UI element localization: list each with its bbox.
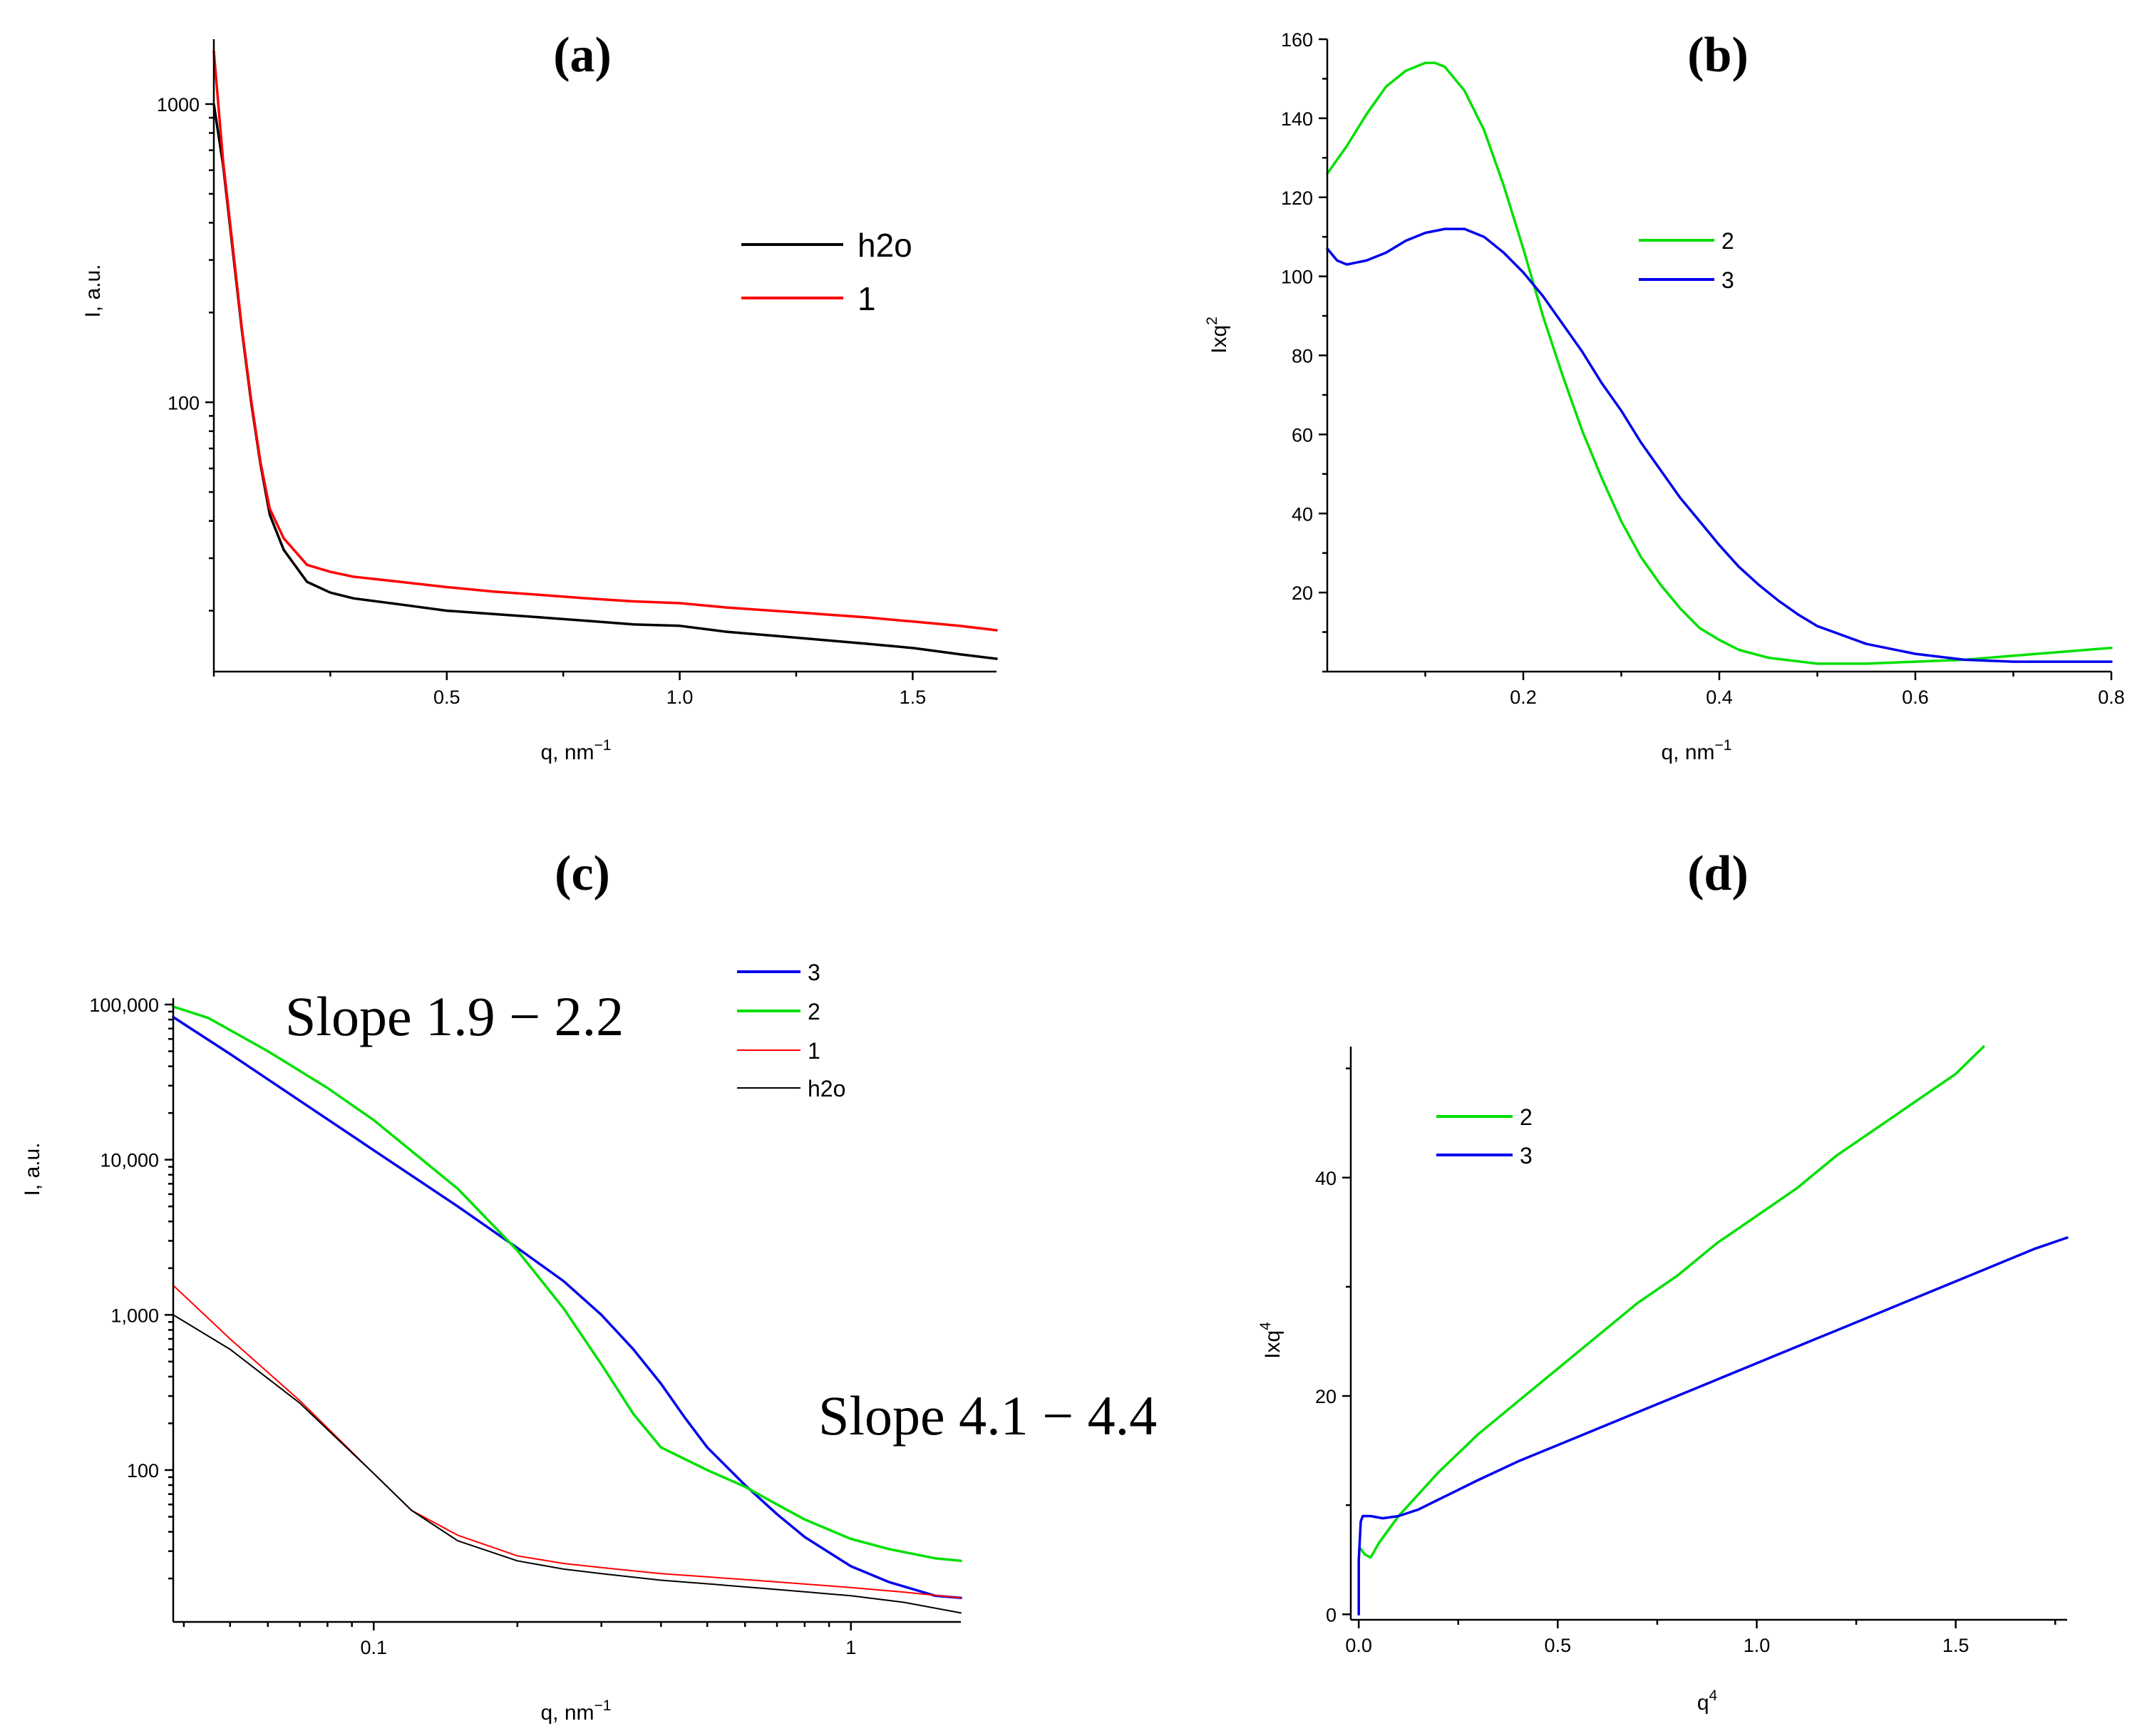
panel-a-x-tick-label: 0.5 bbox=[433, 687, 460, 708]
panel-d-series-line-3 bbox=[1357, 1236, 2069, 1616]
panel-c-series bbox=[172, 1005, 962, 1614]
panel-b-y-tick-label: 20 bbox=[1292, 582, 1313, 604]
panel-c-series-line-3 bbox=[172, 1015, 962, 1600]
panel-b-x-tick-label: 0.4 bbox=[1706, 687, 1733, 708]
panel-d-x-tick-label: 0.5 bbox=[1545, 1635, 1572, 1656]
panel-c-series-line-2 bbox=[172, 1005, 962, 1563]
panel-d-legend-label-3: 3 bbox=[1520, 1143, 1533, 1169]
panel-b-x-tick-label: 0.8 bbox=[2098, 687, 2125, 708]
panel-a-y-axis-label: I, a.u. bbox=[81, 264, 105, 317]
panel-c-axes: 0.1 1 100 1,000 10,000 100,000 bbox=[89, 995, 961, 1658]
panel-b-legend: 2 3 bbox=[1639, 228, 1734, 293]
panel-b-y-tick-label: 120 bbox=[1281, 188, 1313, 209]
panel-b-y-tick-label: 140 bbox=[1281, 108, 1313, 130]
panel-c-legend-label-h2o: h2o bbox=[808, 1076, 845, 1101]
panel-b-title: (b) bbox=[1687, 28, 1749, 83]
panel-a-axes: 0.5 1.0 1.5 100 1000 bbox=[157, 39, 997, 708]
panel-d-y-axis-label: Ixq4 bbox=[1257, 1322, 1284, 1359]
panel-b-series-line-2 bbox=[1326, 61, 2113, 665]
panel-a-legend: h2o 1 bbox=[741, 227, 912, 317]
panel-b-x-tick-label: 0.2 bbox=[1510, 687, 1537, 708]
panel-c-title: (c) bbox=[555, 846, 610, 901]
panel-d-x-tick-label: 1.0 bbox=[1744, 1635, 1771, 1656]
panel-c-series-line-1 bbox=[173, 1284, 962, 1599]
panel-a-series-line-1 bbox=[212, 50, 998, 632]
panel-a-y-tick-label: 1000 bbox=[157, 94, 200, 115]
panel-a-series bbox=[212, 50, 998, 660]
panel-a-legend-label-1: 1 bbox=[858, 280, 876, 317]
panel-b-y-tick-label: 100 bbox=[1281, 267, 1313, 288]
panel-a-y-tick-label: 100 bbox=[168, 392, 200, 414]
panel-c-legend-label-1: 1 bbox=[808, 1038, 820, 1064]
panel-c-legend: 3 2 1 h2o bbox=[737, 960, 845, 1101]
panel-c-annotation-slope-low-q: Slope 1.9 − 2.2 bbox=[285, 985, 624, 1047]
panel-c-y-axis-label: I, a.u. bbox=[21, 1142, 44, 1196]
panel-d-y-tick-label: 20 bbox=[1315, 1386, 1337, 1407]
panel-b-y-axis-label: Ixq2 bbox=[1204, 317, 1231, 354]
panel-b-y-tick-label: 40 bbox=[1292, 503, 1313, 525]
panel-c-y-tick-label: 10,000 bbox=[100, 1150, 159, 1171]
panel-a-title: (a) bbox=[553, 28, 612, 83]
panel-a: (a) 0.5 1.0 1.5 100 1000 I, a.u. q, nm−1 h2o… bbox=[81, 28, 998, 764]
panel-c-y-tick-label: 100,000 bbox=[89, 995, 159, 1016]
panel-b-x-axis-label: q, nm−1 bbox=[1662, 737, 1732, 764]
panel-d-y-tick-label: 40 bbox=[1315, 1168, 1337, 1189]
panel-d-legend-label-2: 2 bbox=[1520, 1104, 1533, 1130]
panel-d-x-tick-label: 1.5 bbox=[1942, 1635, 1970, 1656]
panel-b-x-tick-label: 0.6 bbox=[1902, 687, 1929, 708]
panel-c-y-tick-label: 100 bbox=[127, 1460, 159, 1481]
panel-b-y-tick-label: 60 bbox=[1292, 424, 1313, 446]
panel-b-legend-label-2: 2 bbox=[1721, 228, 1734, 254]
panel-c-x-tick-label: 0.1 bbox=[361, 1637, 388, 1658]
panel-b-y-tick-label: 160 bbox=[1281, 29, 1313, 51]
panel-d: (d) 0.0 0.5 1.0 1.5 0 20 40 Ixq4 q4 2 3 bbox=[1257, 846, 2069, 1715]
panel-b-series bbox=[1326, 61, 2113, 665]
panel-c: (c) 0.1 1 100 1,000 10,000 100,000 I, a.u. q,… bbox=[21, 846, 1157, 1725]
panel-c-annotation-slope-high-q: Slope 4.1 − 4.4 bbox=[818, 1385, 1157, 1447]
panel-d-legend: 2 3 bbox=[1436, 1104, 1533, 1169]
panel-d-series bbox=[1357, 1045, 2069, 1616]
panel-b-y-tick-label: 80 bbox=[1292, 346, 1313, 367]
panel-a-x-axis-label: q, nm−1 bbox=[541, 737, 612, 764]
panel-c-legend-label-3: 3 bbox=[808, 960, 820, 985]
panel-b-series-line-3 bbox=[1326, 227, 2113, 663]
panel-c-series-line-h2o bbox=[173, 1314, 962, 1614]
panel-d-y-tick-label: 0 bbox=[1326, 1604, 1337, 1625]
panel-d-title: (d) bbox=[1687, 846, 1749, 901]
panel-d-x-tick-label: 0.0 bbox=[1345, 1635, 1372, 1656]
panel-c-legend-label-2: 2 bbox=[808, 999, 820, 1024]
panel-b-legend-label-3: 3 bbox=[1721, 267, 1734, 293]
panel-d-axes: 0.0 0.5 1.0 1.5 0 20 40 bbox=[1315, 1047, 2067, 1656]
panel-a-x-tick-label: 1.0 bbox=[666, 687, 694, 708]
panel-d-x-axis-label: q4 bbox=[1697, 1688, 1718, 1715]
panel-a-x-tick-label: 1.5 bbox=[900, 687, 927, 708]
panel-b: (b) 0.2 0.4 0.6 0.8 20 40 60 80 100 120 140 160 Ixq… bbox=[1204, 28, 2125, 764]
panel-b-axes: 0.2 0.4 0.6 0.8 20 40 60 80 100 120 140 160 bbox=[1281, 29, 2125, 708]
panel-c-x-axis-label: q, nm−1 bbox=[541, 1698, 612, 1725]
panel-d-series-line-2 bbox=[1359, 1045, 1985, 1559]
panel-c-y-tick-label: 1,000 bbox=[110, 1305, 159, 1326]
panel-a-legend-label-h2o: h2o bbox=[858, 227, 912, 264]
panel-c-x-tick-label: 1 bbox=[845, 1637, 856, 1658]
